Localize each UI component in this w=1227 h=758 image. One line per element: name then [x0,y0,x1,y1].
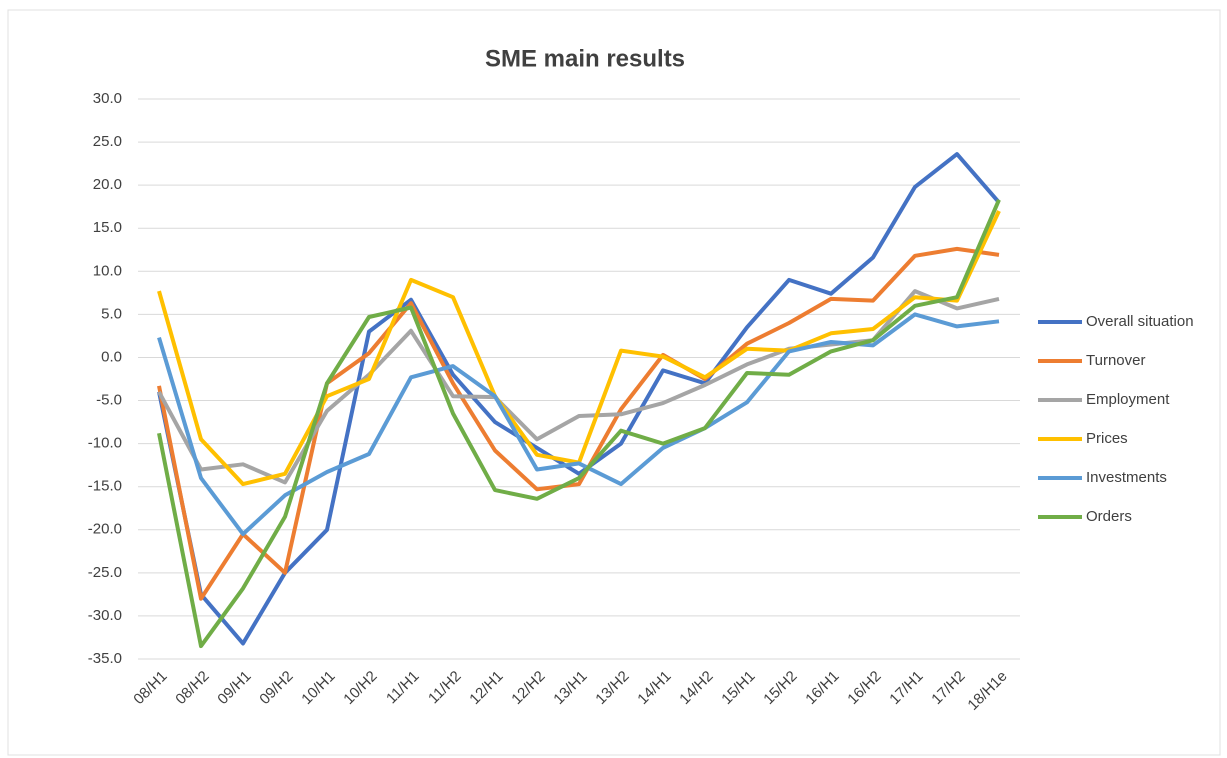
y-tick-label: -15.0 [88,478,122,495]
y-tick-label: -25.0 [88,564,122,581]
legend-label: Orders [1086,508,1132,525]
y-tick-label: -10.0 [88,435,122,452]
legend-label: Prices [1086,430,1128,447]
y-tick-label: 10.0 [93,262,122,279]
series-line [157,246,1000,601]
y-tick-label: -20.0 [88,521,122,538]
chart-border [7,9,1221,756]
series-line [157,199,1001,649]
y-tick-label: -5.0 [96,392,122,409]
series-line [157,152,1001,646]
y-tick-label: 5.0 [101,305,122,322]
y-tick-label: 30.0 [93,90,122,107]
y-tick-label: 20.0 [93,176,122,193]
legend-label: Turnover [1086,352,1145,369]
y-tick-label: 15.0 [93,219,122,236]
y-tick-label: -30.0 [88,607,122,624]
y-tick-label: 0.0 [101,348,122,365]
y-tick-label: -35.0 [88,650,122,667]
legend-label: Overall situation [1086,313,1194,330]
series-line [157,289,1000,485]
legend-label: Investments [1086,469,1167,486]
y-tick-label: 25.0 [93,133,122,150]
chart-title: SME main results [485,45,685,72]
legend-label: Employment [1086,391,1170,408]
